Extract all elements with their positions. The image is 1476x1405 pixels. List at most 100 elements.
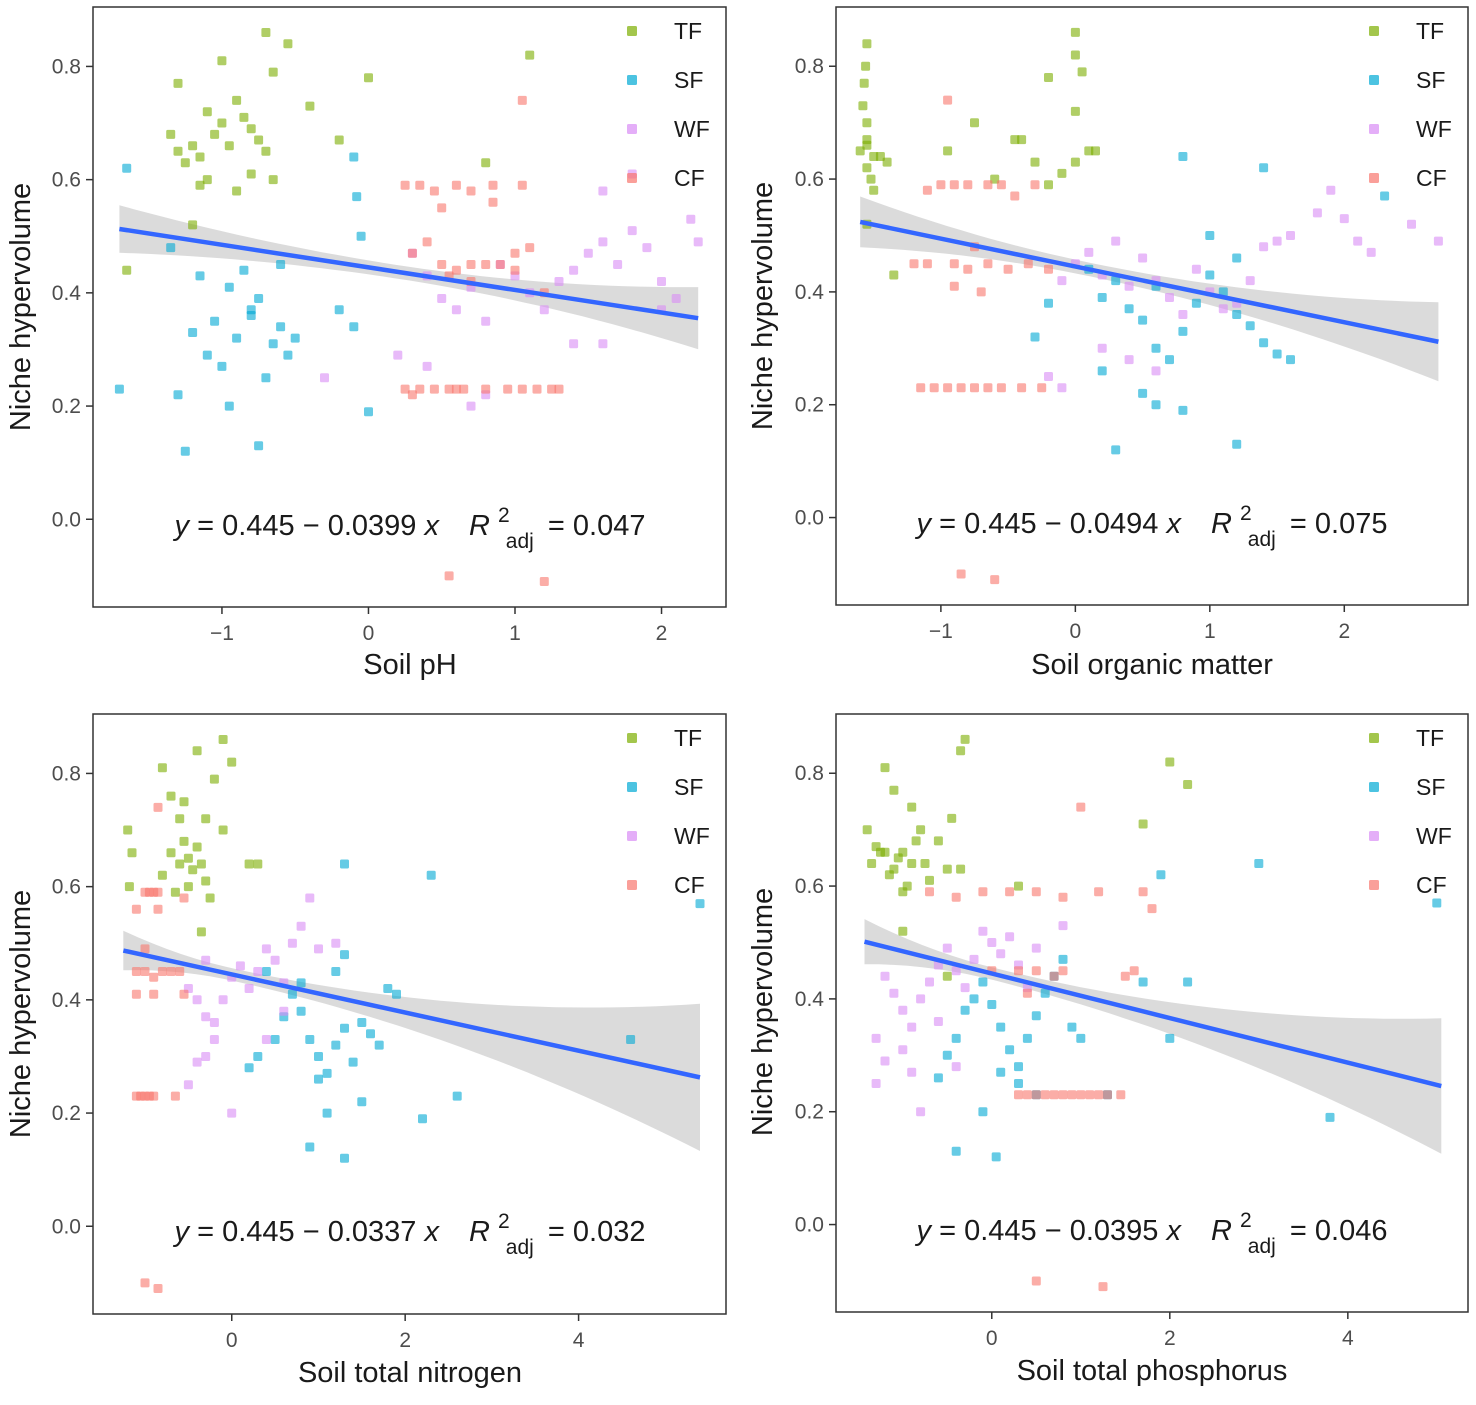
point-tf <box>920 859 930 868</box>
point-cf <box>1094 887 1104 897</box>
point-wf <box>1057 383 1067 393</box>
point-wf <box>209 1035 219 1044</box>
point-wf <box>331 938 341 948</box>
point-sf <box>244 1063 254 1073</box>
point-wf <box>466 401 476 411</box>
point-tf <box>268 67 278 77</box>
x-tick-label: −1 <box>210 622 234 645</box>
point-wf <box>244 984 254 993</box>
point-cf <box>909 259 919 269</box>
point-tf <box>157 870 167 880</box>
point-cf <box>422 237 432 247</box>
point-wf <box>1312 208 1322 218</box>
point-wf <box>1218 304 1228 314</box>
point-tf <box>261 28 271 37</box>
point-tf <box>1017 135 1027 145</box>
point-tf <box>188 220 198 230</box>
point-tf <box>907 859 917 868</box>
y-tick-label: 0.4 <box>795 988 825 1011</box>
y-tick-label: 0.8 <box>52 55 81 78</box>
point-wf <box>951 1062 961 1072</box>
point-cf <box>149 989 159 999</box>
point-sf <box>334 305 344 315</box>
y-axis-title: Niche hypervolume <box>747 888 779 1136</box>
point-sf <box>1138 977 1148 987</box>
point-cf <box>1116 1090 1126 1100</box>
y-tick-label: 0.0 <box>52 508 81 531</box>
point-sf <box>180 446 190 456</box>
point-wf <box>539 305 549 315</box>
point-sf <box>1232 439 1242 449</box>
point-cf <box>1022 1090 1032 1100</box>
point-tf <box>869 185 879 195</box>
point-cf <box>157 967 167 976</box>
point-wf <box>305 893 315 903</box>
x-axis-title: Soil total nitrogen <box>298 1357 522 1389</box>
point-cf <box>956 569 966 579</box>
point-tf <box>268 175 278 185</box>
legend-key-wf <box>1369 831 1379 841</box>
point-wf <box>898 1005 908 1015</box>
y-tick-label: 0.2 <box>795 1101 824 1124</box>
point-tf <box>166 129 176 139</box>
point-cf <box>1085 1090 1095 1100</box>
point-cf <box>1023 259 1033 269</box>
legend-label-tf: TF <box>674 725 702 751</box>
point-tf <box>157 763 167 773</box>
point-wf <box>320 373 329 383</box>
point-tf <box>866 174 876 184</box>
point-tf <box>210 129 220 139</box>
point-sf <box>987 1000 997 1009</box>
fit-line <box>122 948 701 1080</box>
point-tf <box>202 107 212 117</box>
point-wf <box>960 983 970 993</box>
point-wf <box>183 1080 193 1090</box>
point-tf <box>1014 881 1023 891</box>
point-wf <box>598 237 608 247</box>
point-wf <box>671 294 681 303</box>
point-wf <box>253 967 263 976</box>
point-sf <box>933 1073 943 1083</box>
x-axis-title: Soil organic matter <box>1031 649 1273 681</box>
point-cf <box>1010 191 1020 201</box>
point-cf <box>1058 892 1068 902</box>
point-cf <box>153 904 163 914</box>
point-tf <box>942 864 952 874</box>
panel-soil-organic-matter: −1 0 1 2 0.0 0.2 0.4 0.6 0.8 TF SF WF CF y = 0.445 … <box>747 6 1469 681</box>
point-cf <box>1031 1090 1041 1100</box>
y-tick-label: 0.4 <box>52 282 82 305</box>
point-wf <box>627 226 637 236</box>
point-sf <box>978 977 988 987</box>
point-sf <box>991 1152 1001 1162</box>
point-sf <box>1165 355 1174 365</box>
point-tf <box>1070 157 1080 167</box>
point-sf <box>340 1153 349 1163</box>
point-wf <box>1124 355 1134 365</box>
point-tf <box>889 864 899 874</box>
legend-key-wf <box>627 831 637 841</box>
point-sf <box>314 1052 323 1061</box>
point-sf <box>1022 1033 1032 1043</box>
point-cf <box>1017 383 1027 393</box>
point-tf <box>1030 157 1040 167</box>
point-wf <box>1286 231 1295 240</box>
legend-label-wf: WF <box>1416 116 1452 142</box>
point-wf <box>218 995 228 1005</box>
point-wf <box>889 988 899 998</box>
point-sf <box>1097 293 1107 302</box>
x-tick-label: 0 <box>1070 620 1082 643</box>
point-wf <box>693 237 703 247</box>
point-wf <box>393 350 403 360</box>
point-sf <box>224 401 234 411</box>
point-tf <box>218 735 228 744</box>
point-tf <box>1070 50 1080 60</box>
point-cf <box>1094 1090 1104 1100</box>
point-sf <box>695 899 705 909</box>
legend-label-tf: TF <box>674 18 702 44</box>
point-tf <box>943 146 953 156</box>
point-tf <box>1044 73 1053 82</box>
point-cf <box>400 384 410 394</box>
point-wf <box>261 944 271 954</box>
point-sf <box>1165 1033 1175 1043</box>
point-sf <box>1058 954 1068 964</box>
